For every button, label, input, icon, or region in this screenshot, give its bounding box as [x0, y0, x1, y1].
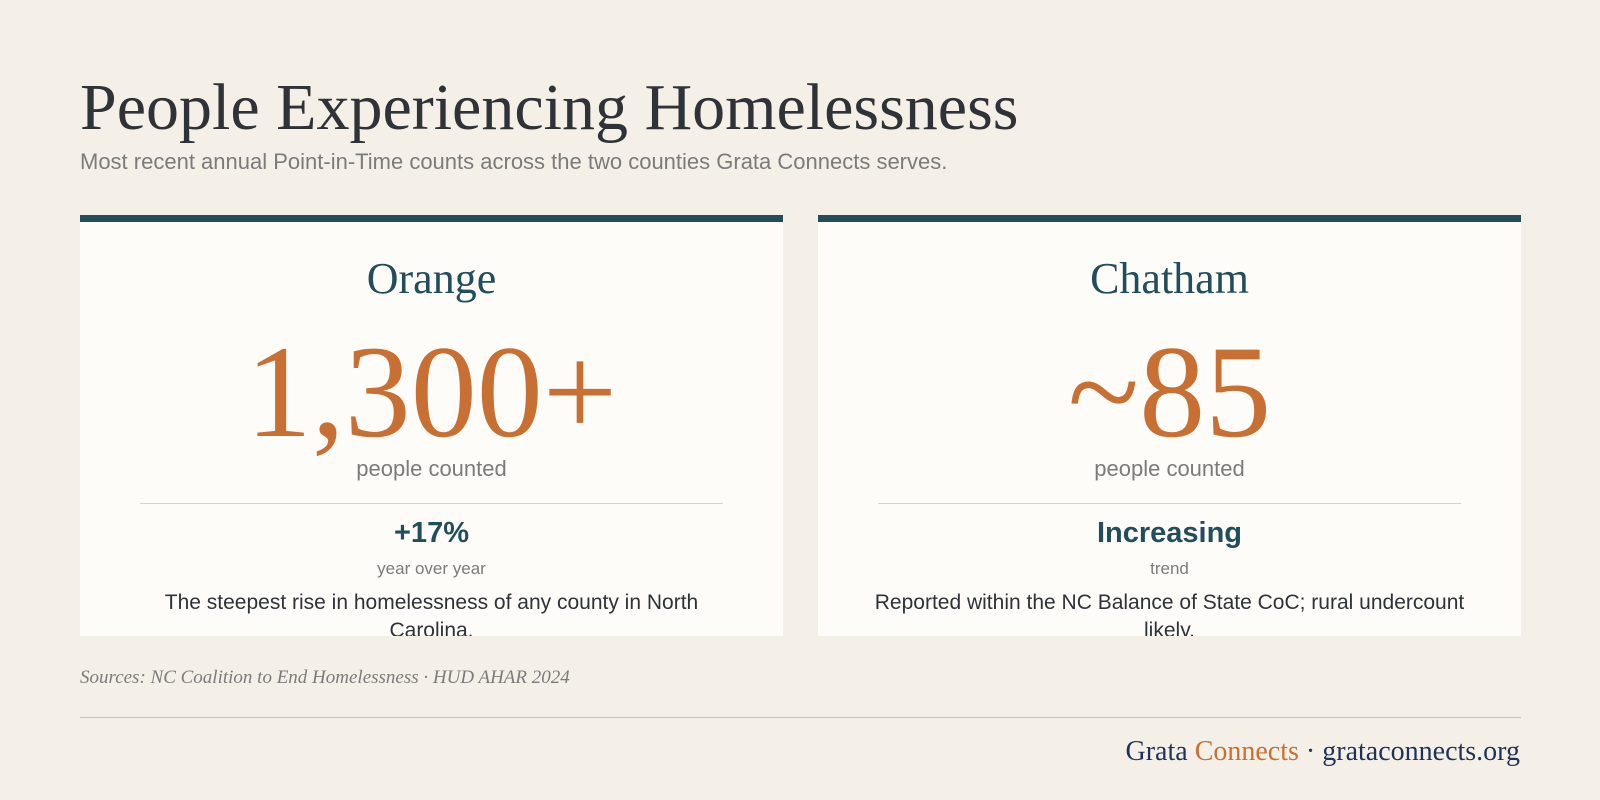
footer-divider — [80, 717, 1521, 718]
county-card-chatham: Chatham ~85 people counted Increasing tr… — [818, 215, 1521, 636]
card-divider — [140, 503, 723, 504]
people-count: ~85 — [1067, 318, 1272, 465]
people-count: 1,300+ — [245, 318, 618, 465]
county-card-orange: Orange 1,300+ people counted +17% year o… — [80, 215, 783, 636]
website-link[interactable]: grataconnects.org — [1322, 736, 1520, 767]
page-title: People Experiencing Homelessness — [80, 71, 1019, 144]
county-name: Orange — [366, 254, 497, 303]
page-subtitle: Most recent annual Point-in-Time counts … — [80, 149, 948, 174]
brand-name-first: Grata — [1125, 736, 1188, 767]
brand-name-second: Connects — [1194, 736, 1299, 767]
trend-label: year over year — [377, 559, 486, 578]
trend-value: +17% — [394, 517, 469, 549]
footer-separator: · — [1305, 736, 1316, 767]
trend-value: Increasing — [1096, 517, 1243, 549]
county-description: The steepest rise in homelessness of any… — [164, 591, 699, 636]
card-divider — [878, 503, 1461, 504]
people-count-label: people counted — [1094, 456, 1245, 481]
trend-label: trend — [1150, 559, 1189, 578]
county-name: Chatham — [1090, 254, 1249, 303]
people-count-label: people counted — [356, 456, 507, 481]
sources-note: Sources: NC Coalition to End Homelessnes… — [80, 667, 570, 688]
county-description: Reported within the NC Balance of State … — [874, 591, 1465, 636]
footer-brand: Grata Connects · grataconnects.org — [1126, 734, 1520, 770]
